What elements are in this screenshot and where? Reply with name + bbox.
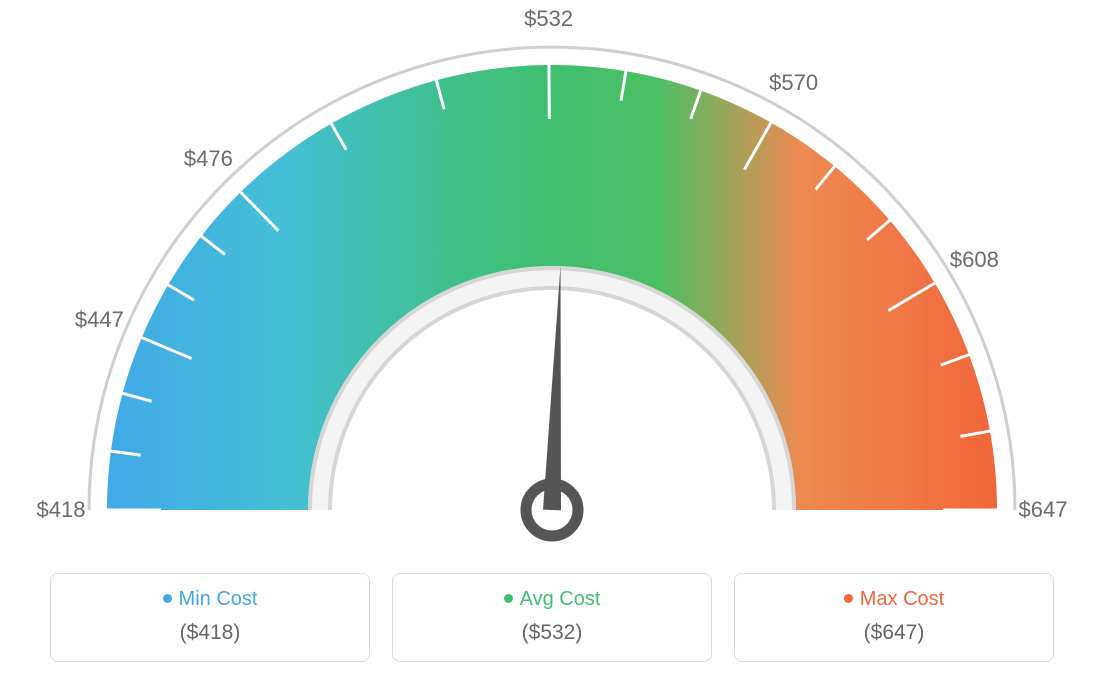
- legend-title-avg: Avg Cost: [411, 588, 693, 611]
- gauge-tick-label: $418: [37, 497, 86, 523]
- legend-title-min: Min Cost: [69, 588, 351, 611]
- gauge-tick-label: $570: [769, 70, 818, 96]
- gauge-tick-label: $608: [950, 247, 999, 273]
- cost-gauge-widget: $418 $447 $476 $532 $570 $608 $647 Min Cost ($…: [0, 0, 1104, 690]
- legend-card-min: Min Cost ($418): [50, 573, 370, 662]
- gauge-tick-label: $647: [1019, 497, 1068, 523]
- legend-value-avg: ($532): [411, 621, 693, 645]
- dot-icon: [504, 594, 513, 603]
- legend-row: Min Cost ($418) Avg Cost ($532) Max Cost…: [0, 573, 1104, 662]
- gauge-tick-label: $476: [184, 146, 233, 172]
- legend-title-max: Max Cost: [753, 588, 1035, 611]
- gauge-chart: $418 $447 $476 $532 $570 $608 $647: [0, 0, 1104, 560]
- dot-icon: [844, 594, 853, 603]
- legend-card-max: Max Cost ($647): [734, 573, 1054, 662]
- legend-value-min: ($418): [69, 621, 351, 645]
- legend-label: Max Cost: [860, 588, 944, 610]
- gauge-tick-label: $447: [75, 307, 124, 333]
- gauge-tick-label: $532: [524, 6, 573, 32]
- legend-label: Avg Cost: [520, 588, 601, 610]
- legend-card-avg: Avg Cost ($532): [392, 573, 712, 662]
- dot-icon: [163, 594, 172, 603]
- legend-label: Min Cost: [179, 588, 258, 610]
- legend-value-max: ($647): [753, 621, 1035, 645]
